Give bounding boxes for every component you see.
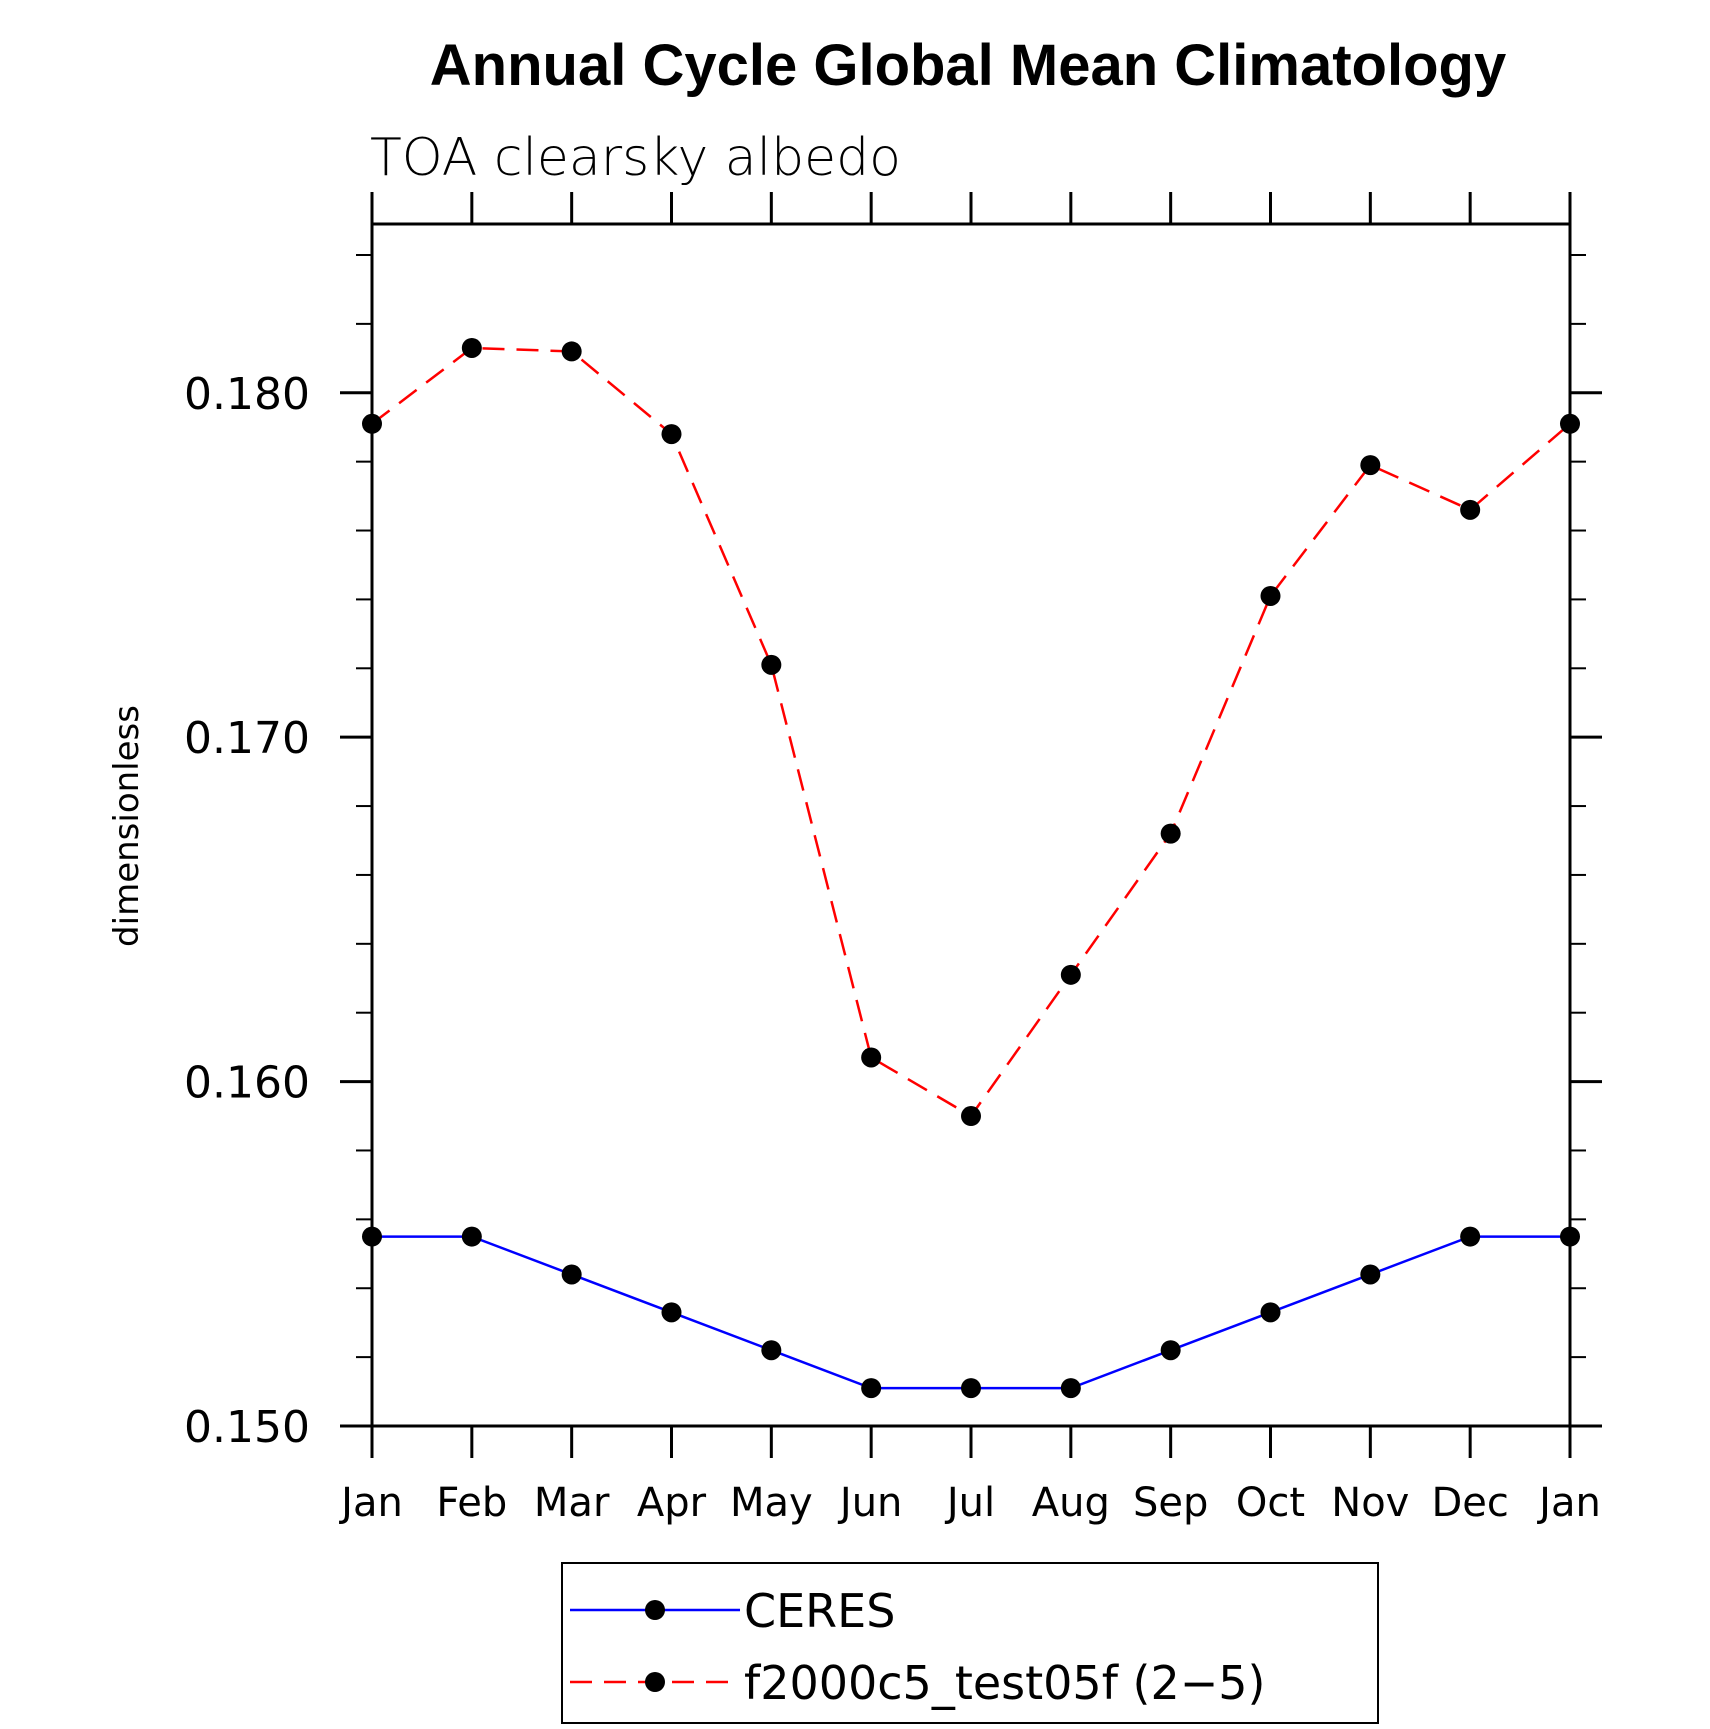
data-point: [1460, 499, 1481, 520]
legend-marker: [645, 1600, 665, 1620]
data-point: [661, 1302, 682, 1323]
x-tick-label: Jul: [944, 1480, 995, 1526]
legend: CERES f2000c5_test05f (2−5): [561, 1562, 1379, 1724]
series-layer: [362, 337, 1580, 1399]
x-tick-label: Mar: [534, 1480, 610, 1526]
x-tick-label: Sep: [1133, 1480, 1208, 1526]
data-point: [1560, 1226, 1580, 1247]
x-tick-label: Jan: [338, 1480, 403, 1526]
x-tick-label: May: [730, 1480, 813, 1526]
data-point: [362, 413, 382, 434]
data-point: [661, 424, 682, 445]
x-tick-label: Nov: [1331, 1480, 1409, 1526]
legend-label: f2000c5_test05f (2−5): [744, 1656, 1265, 1710]
data-point: [1560, 413, 1580, 434]
data-point: [1160, 1340, 1181, 1361]
data-point: [561, 1264, 582, 1285]
data-point: [1360, 455, 1381, 476]
y-tick-label: 0.160: [184, 1058, 310, 1109]
x-tick-label: Apr: [637, 1480, 707, 1526]
y-tick-label: 0.180: [184, 369, 310, 420]
series-line-1: [371, 346, 1571, 1118]
data-point: [1260, 1302, 1281, 1323]
chart-title: Annual Cycle Global Mean Climatology: [430, 33, 1506, 98]
x-tick-label: Aug: [1032, 1480, 1110, 1526]
data-point: [1060, 1378, 1081, 1399]
series-line-0: [372, 1235, 1570, 1390]
data-point: [461, 1226, 482, 1247]
data-point: [761, 1340, 782, 1361]
legend-label: CERES: [744, 1584, 895, 1638]
data-point: [1460, 1226, 1481, 1247]
data-point: [1360, 1264, 1381, 1285]
x-axis-ticks: Jan Feb Mar Apr May Jun Jul Aug Sep Oct Nov Dec Jan: [338, 192, 1601, 1526]
data-point: [961, 1378, 981, 1399]
data-point: [861, 1378, 882, 1399]
x-tick-label: Jun: [837, 1480, 903, 1526]
legend-marker: [645, 1672, 665, 1692]
data-point: [461, 337, 482, 358]
data-point: [1060, 964, 1081, 985]
data-point: [761, 654, 782, 675]
x-tick-label: Oct: [1236, 1480, 1305, 1526]
data-point: [961, 1106, 981, 1127]
legend-box: [561, 1562, 1379, 1724]
data-point: [1160, 823, 1181, 844]
chart-subtitle: TOA clearsky albedo: [370, 128, 901, 188]
x-tick-label: Dec: [1431, 1480, 1508, 1526]
data-point: [362, 1226, 382, 1247]
plot-frame: [370, 222, 1572, 1428]
data-point: [561, 341, 582, 362]
data-point: [1260, 585, 1281, 606]
x-tick-label: Feb: [436, 1480, 507, 1526]
y-tick-label: 0.170: [184, 713, 310, 764]
y-axis-label: dimensionless: [107, 705, 147, 947]
x-tick-label: Jan: [1536, 1480, 1601, 1526]
y-tick-label: 0.150: [184, 1402, 310, 1453]
data-point: [861, 1047, 882, 1068]
y-axis-ticks: 0.150 0.160 0.170 0.180: [184, 253, 1602, 1453]
plot-border: [370, 222, 1572, 1428]
